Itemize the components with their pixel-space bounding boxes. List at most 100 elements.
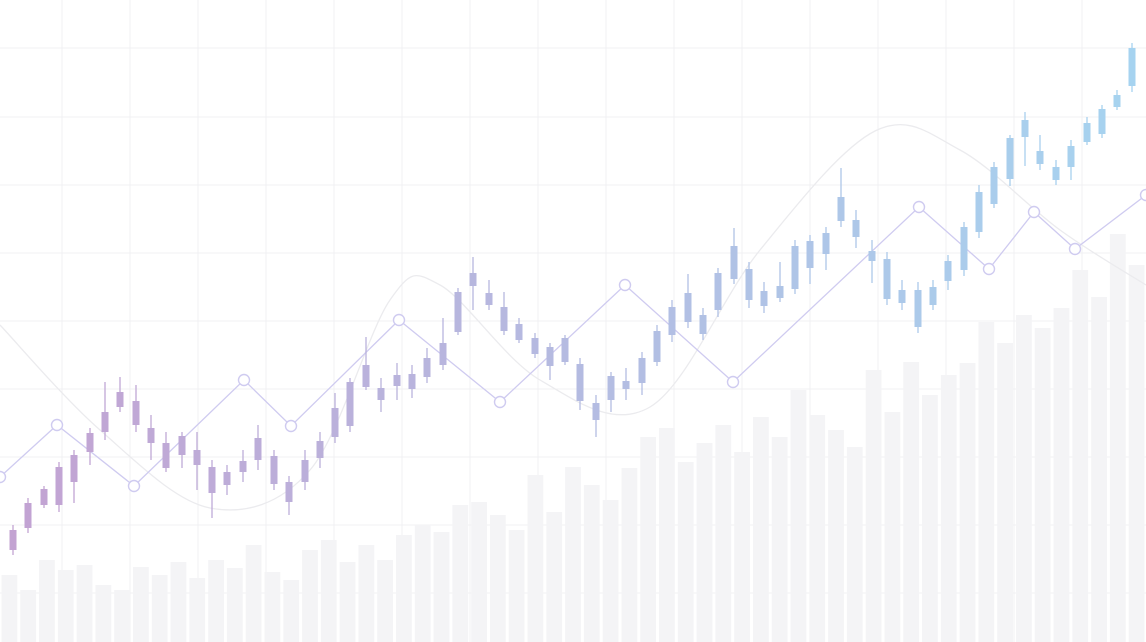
- line-marker: [1139, 188, 1146, 202]
- volume-bar: [1053, 308, 1070, 642]
- candle-body: [40, 489, 48, 505]
- candle-body: [285, 482, 293, 502]
- candle-body: [362, 365, 370, 387]
- volume-bar: [546, 512, 563, 642]
- candle-body: [1098, 109, 1106, 134]
- volume-bar: [452, 505, 469, 642]
- trend-line: [0, 123, 1146, 511]
- candle-body: [822, 233, 830, 254]
- candle-body: [638, 358, 646, 383]
- candle-body: [86, 433, 94, 452]
- candle-body: [423, 358, 431, 377]
- candle-body: [254, 438, 262, 460]
- candle-body: [116, 392, 124, 407]
- volume-bar: [809, 415, 826, 642]
- candle-body: [745, 269, 753, 300]
- candle-body: [331, 408, 339, 437]
- candle-body: [132, 401, 140, 425]
- volume-bar: [621, 468, 638, 642]
- line-marker: [493, 395, 507, 409]
- candle-body: [837, 197, 845, 221]
- candle-body: [592, 403, 600, 420]
- candle-body: [377, 388, 385, 400]
- volume-bar: [508, 530, 525, 642]
- line-marker: [1068, 242, 1082, 256]
- volume-bar: [1091, 297, 1107, 642]
- candle-body: [730, 246, 738, 279]
- candle-body: [1036, 151, 1044, 164]
- candle-body: [147, 428, 155, 443]
- candle-body: [653, 331, 661, 362]
- candle-body: [852, 220, 860, 237]
- volume-bar: [377, 560, 394, 642]
- candle-body: [162, 443, 170, 468]
- volume-bar: [396, 535, 412, 642]
- candle-body: [990, 167, 998, 204]
- volume-bar: [1128, 265, 1145, 642]
- candle-body: [439, 343, 447, 365]
- volume-bar: [602, 500, 619, 642]
- volume-bar: [846, 447, 863, 642]
- volume-bar: [189, 578, 206, 642]
- line-marker: [237, 373, 251, 387]
- line-marker: [0, 470, 7, 484]
- candle-body: [1128, 48, 1136, 86]
- volume-bar: [752, 417, 769, 642]
- volume-bar: [76, 565, 93, 642]
- volume-bar: [677, 462, 694, 642]
- volume-bar: [640, 437, 657, 642]
- volume-bar: [959, 363, 976, 642]
- volume-bar: [790, 390, 807, 642]
- candle-body: [515, 324, 523, 340]
- volume-bar: [583, 485, 600, 642]
- candle-body: [760, 291, 768, 306]
- candle-body: [469, 273, 477, 286]
- volume-bar: [527, 475, 544, 642]
- candle-body: [270, 456, 278, 484]
- candle-body: [699, 315, 707, 334]
- candle-body: [346, 382, 354, 426]
- volume-bar: [1109, 234, 1126, 642]
- candle-body: [408, 374, 416, 389]
- candle-body: [668, 307, 676, 335]
- volume-bar: [865, 370, 882, 642]
- candle-body: [193, 450, 201, 465]
- volume-bar: [226, 568, 243, 642]
- candle-body: [622, 381, 630, 389]
- volume-bar: [433, 532, 450, 642]
- volume-bar: [1, 575, 18, 642]
- candle-body: [914, 290, 922, 327]
- candle-body: [776, 286, 784, 298]
- line-marker: [50, 418, 64, 432]
- candle-body: [1052, 167, 1060, 180]
- volume-bar: [565, 467, 581, 642]
- candle-body: [684, 293, 692, 322]
- volume-bar: [170, 562, 187, 642]
- volume-bar: [489, 515, 506, 642]
- volume-bar: [978, 322, 995, 642]
- candle-body: [531, 338, 539, 354]
- line-marker: [1027, 205, 1041, 219]
- candle-body: [223, 472, 231, 485]
- candle-body: [454, 292, 462, 332]
- volume-bar: [339, 562, 356, 642]
- candle-body: [500, 307, 508, 331]
- candle-body: [393, 375, 401, 386]
- candle-body: [485, 293, 493, 305]
- volume-bar: [302, 550, 318, 642]
- line-marker: [982, 262, 996, 276]
- volume-bar: [245, 545, 262, 642]
- volume-bar: [997, 343, 1013, 642]
- volume-bar: [771, 437, 788, 642]
- candle-body: [55, 467, 63, 505]
- volume-bar: [114, 590, 131, 642]
- candle-body: [975, 192, 983, 232]
- volume-bar: [320, 540, 337, 642]
- candle-body: [1083, 123, 1091, 142]
- candle-body: [714, 273, 722, 310]
- volume-bar: [57, 570, 74, 642]
- candle-body: [791, 246, 799, 289]
- volume-bar: [1072, 270, 1089, 642]
